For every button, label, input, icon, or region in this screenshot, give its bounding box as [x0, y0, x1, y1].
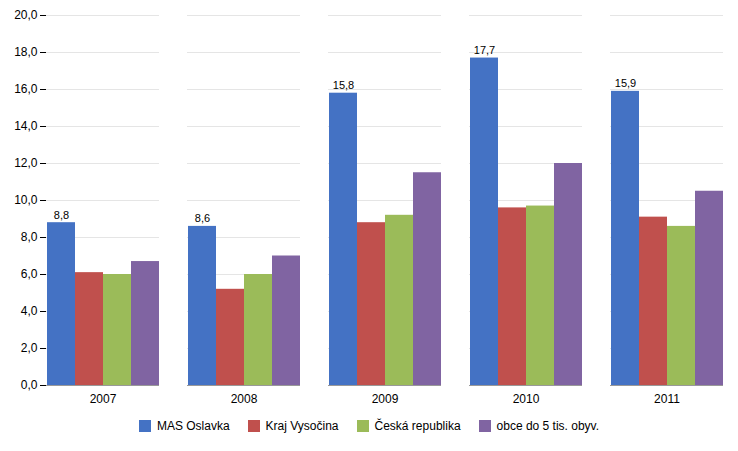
html-text:obce do 5 tis. obyv.: obce do 5 tis. obyv. [496, 419, 600, 433]
svg-text:2008: 2008 [231, 392, 258, 406]
svg-text:16,0: 16,0 [14, 82, 38, 96]
svg-text:2,0: 2,0 [21, 341, 38, 355]
svg-text:8,8: 8,8 [54, 209, 69, 221]
svg-text:6,0: 6,0 [21, 267, 38, 281]
svg-text:2007: 2007 [90, 392, 117, 406]
svg-text:2011: 2011 [654, 392, 680, 406]
html-text:Kraj Vysočina: Kraj Vysočina [265, 419, 339, 433]
svg-text:17,7: 17,7 [474, 44, 495, 56]
svg-text:14,0: 14,0 [14, 119, 38, 133]
html-text:Česká republika: Česká republika [374, 419, 461, 433]
svg-text:2010: 2010 [513, 392, 540, 406]
svg-text:12,0: 12,0 [14, 156, 38, 170]
svg-text:4,0: 4,0 [21, 304, 38, 318]
svg-text:8,6: 8,6 [195, 212, 210, 224]
svg-text:15,9: 15,9 [615, 77, 636, 89]
svg-text:2009: 2009 [372, 392, 399, 406]
svg-text:0,0: 0,0 [21, 378, 38, 392]
svg-text:8,0: 8,0 [21, 230, 38, 244]
svg-text:18,0: 18,0 [14, 45, 38, 59]
svg-text:20,0: 20,0 [14, 8, 38, 22]
html-text:MAS Oslavka: MAS Oslavka [156, 419, 230, 433]
svg-text:10,0: 10,0 [14, 193, 38, 207]
svg-text:15,8: 15,8 [333, 79, 354, 91]
